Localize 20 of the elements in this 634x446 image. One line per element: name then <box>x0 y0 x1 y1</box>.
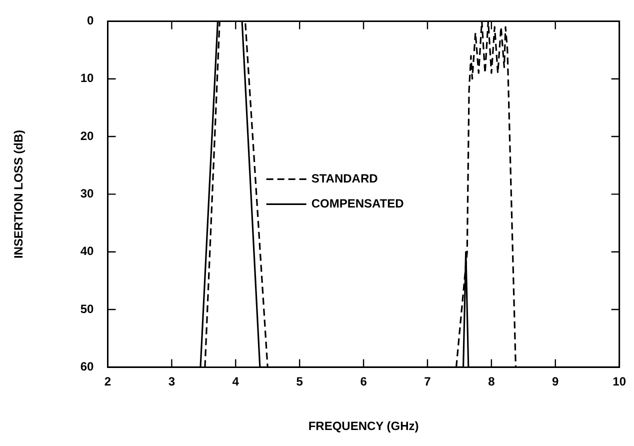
legend-label: STANDARD <box>311 172 378 186</box>
x-tick-label: 6 <box>360 374 368 389</box>
legend-label: COMPENSATED <box>311 196 404 211</box>
x-tick-label: 4 <box>232 374 240 389</box>
x-tick-label: 5 <box>296 374 304 389</box>
x-tick-label: 9 <box>552 374 560 389</box>
y-tick-label: 0 <box>87 14 94 28</box>
y-tick-label: 20 <box>80 128 94 143</box>
x-tick-label: 10 <box>612 374 626 389</box>
x-tick-label: 7 <box>424 374 432 389</box>
x-tick-label: 2 <box>104 374 112 389</box>
y-tick-label: 50 <box>80 302 94 316</box>
x-axis-title: FREQUENCY (GHz) <box>308 419 419 434</box>
y-tick-label: 40 <box>80 244 94 258</box>
x-tick-label: 3 <box>168 374 176 389</box>
y-tick-label: 60 <box>80 360 94 374</box>
y-axis-title: INSERTION LOSS (dB) <box>12 130 26 259</box>
x-tick-label: 8 <box>488 374 496 389</box>
y-tick-label: 10 <box>80 71 94 86</box>
y-tick-label: 30 <box>80 186 94 201</box>
